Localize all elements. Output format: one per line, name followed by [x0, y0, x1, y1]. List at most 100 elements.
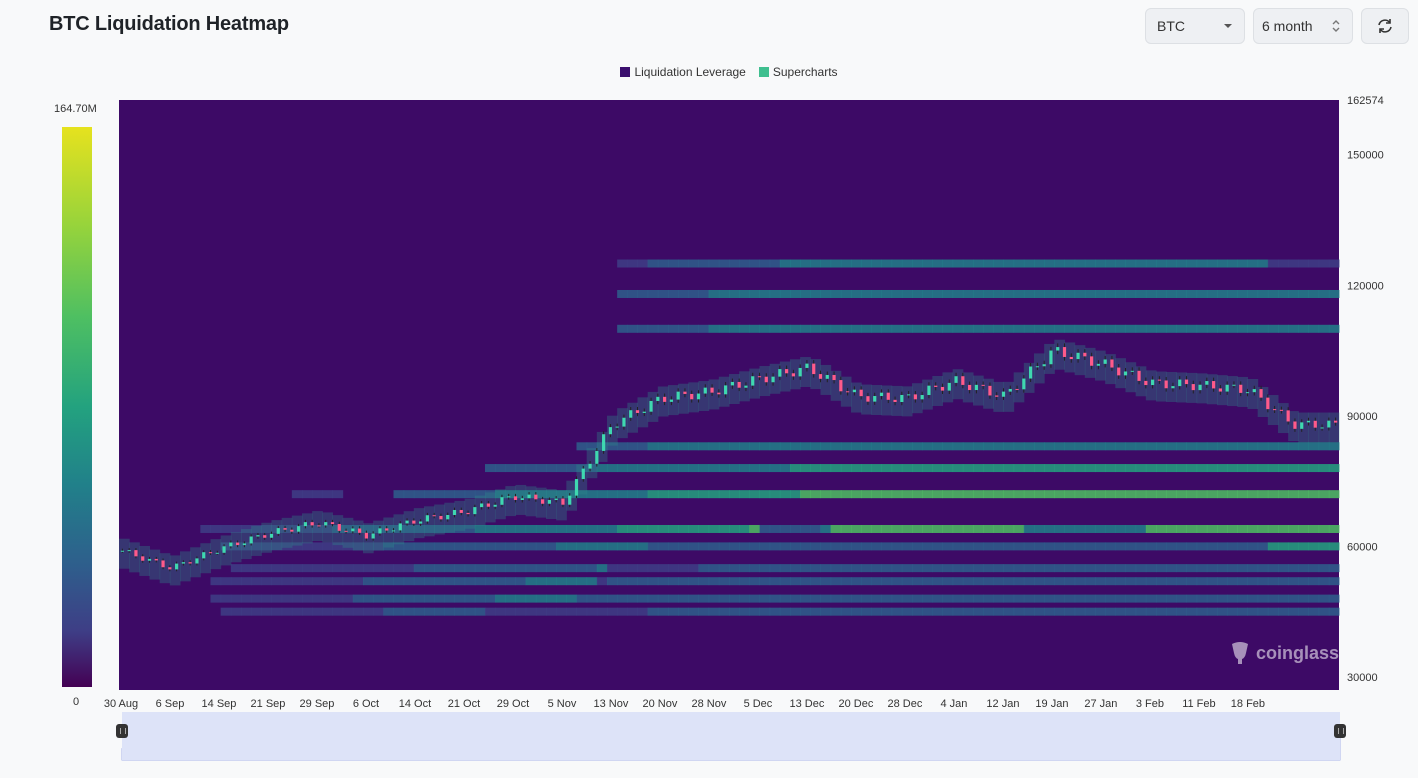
heat-band-cell	[1054, 442, 1065, 451]
heat-band-cell	[983, 607, 994, 616]
heat-band-cell	[1095, 564, 1106, 573]
heat-band-cell	[251, 594, 262, 603]
heat-band-cell	[1054, 324, 1065, 333]
heat-band-cell	[678, 490, 689, 499]
heat-band-cell	[403, 577, 415, 586]
heat-band-cell	[891, 607, 903, 616]
heat-glow-cell	[810, 359, 821, 390]
heat-band-cell	[1328, 594, 1340, 603]
coinglass-logo-icon	[1232, 642, 1248, 664]
heat-band-cell	[952, 577, 964, 586]
heat-band-cell	[261, 577, 272, 586]
heat-band-cell	[525, 542, 537, 551]
x-tick-label: 27 Jan	[1084, 698, 1117, 710]
candle-body	[371, 533, 375, 539]
heat-band-cell	[322, 564, 333, 573]
candle-body	[1076, 352, 1080, 360]
heat-band-cell	[1237, 442, 1248, 451]
heat-band-cell	[1084, 577, 1096, 586]
heat-band-cell	[1308, 577, 1320, 586]
heat-band-cell	[1308, 594, 1320, 603]
heat-band-cell	[657, 464, 669, 473]
range-select[interactable]: 6 month	[1253, 8, 1353, 44]
heat-band-cell	[952, 442, 964, 451]
heat-band-cell	[1196, 324, 1208, 333]
heat-band-cell	[1156, 542, 1167, 551]
candle-body	[202, 552, 206, 559]
heat-band-cell	[881, 442, 893, 451]
heat-band-cell	[830, 289, 842, 298]
heat-band-cell	[922, 607, 933, 616]
heat-glow-cell	[1176, 372, 1187, 403]
heat-band-cell	[1064, 577, 1076, 586]
heat-band-cell	[485, 464, 496, 473]
heat-band-cell	[546, 594, 557, 603]
heat-band-cell	[668, 490, 679, 499]
heat-band-cell	[1267, 442, 1279, 451]
heat-band-cell	[1003, 542, 1015, 551]
heat-band-cell	[912, 577, 923, 586]
heat-band-cell	[1003, 259, 1015, 268]
heat-band-cell	[1288, 289, 1299, 298]
heat-band-cell	[790, 289, 801, 298]
heat-band-cell	[1125, 289, 1137, 298]
heat-band-cell	[1176, 464, 1187, 473]
heat-glow-cell	[627, 402, 638, 433]
heat-band-cell	[464, 607, 476, 616]
heat-band-cell	[424, 542, 435, 551]
heat-glow-cell	[180, 551, 191, 582]
candle-body	[1218, 388, 1222, 392]
heat-band-cell	[1308, 324, 1320, 333]
heat-glow-cell	[1257, 387, 1269, 418]
brush-handle-right[interactable]	[1334, 724, 1346, 738]
heat-band-cell	[1247, 259, 1259, 268]
heat-band-cell	[1145, 289, 1157, 298]
asset-select[interactable]: BTC	[1145, 8, 1245, 44]
heat-band-cell	[1074, 607, 1086, 616]
heat-band-cell	[1247, 542, 1259, 551]
heat-band-cell	[1105, 564, 1116, 573]
heat-band-cell	[769, 490, 781, 499]
heat-band-cell	[1257, 577, 1269, 586]
heat-band-cell	[962, 577, 974, 586]
range-brush[interactable]	[122, 712, 1340, 760]
heat-band-cell	[840, 442, 852, 451]
heat-band-cell	[901, 542, 913, 551]
heat-band-cell	[1278, 594, 1289, 603]
x-tick-label: 14 Oct	[399, 698, 431, 710]
heat-band-cell	[800, 464, 811, 473]
refresh-button[interactable]	[1361, 8, 1409, 44]
heat-band-cell	[901, 594, 913, 603]
heat-band-cell	[820, 594, 832, 603]
heat-band-cell	[962, 289, 974, 298]
legend-item-liquidation[interactable]: Liquidation Leverage	[620, 65, 746, 79]
heat-band-cell	[515, 490, 527, 499]
heat-band-cell	[1166, 490, 1177, 499]
heat-band-cell	[535, 577, 547, 586]
heat-band-cell	[444, 607, 455, 616]
heat-band-cell	[312, 542, 323, 551]
heat-band-cell	[1318, 564, 1330, 573]
colorbar[interactable]	[62, 127, 92, 687]
heat-band-cell	[241, 577, 252, 586]
brush-handle-left[interactable]	[116, 724, 128, 738]
heat-glow-cell	[881, 385, 893, 416]
heat-band-cell	[535, 464, 547, 473]
candle-body	[588, 463, 592, 469]
heat-band-cell	[403, 564, 415, 573]
heat-band-cell	[922, 289, 933, 298]
heat-band-cell	[1105, 594, 1116, 603]
heat-band-cell	[668, 324, 679, 333]
heat-band-cell	[373, 564, 384, 573]
heat-band-cell	[515, 607, 527, 616]
heat-band-cell	[352, 577, 364, 586]
candle-body	[595, 450, 599, 464]
legend-item-supercharts[interactable]: Supercharts	[758, 65, 838, 79]
heat-band-cell	[983, 564, 994, 573]
heat-band-cell	[546, 464, 557, 473]
heat-band-cell	[1217, 564, 1228, 573]
heat-glow-cell	[708, 379, 720, 410]
heat-band-cell	[627, 577, 638, 586]
heat-band-cell	[607, 577, 618, 586]
